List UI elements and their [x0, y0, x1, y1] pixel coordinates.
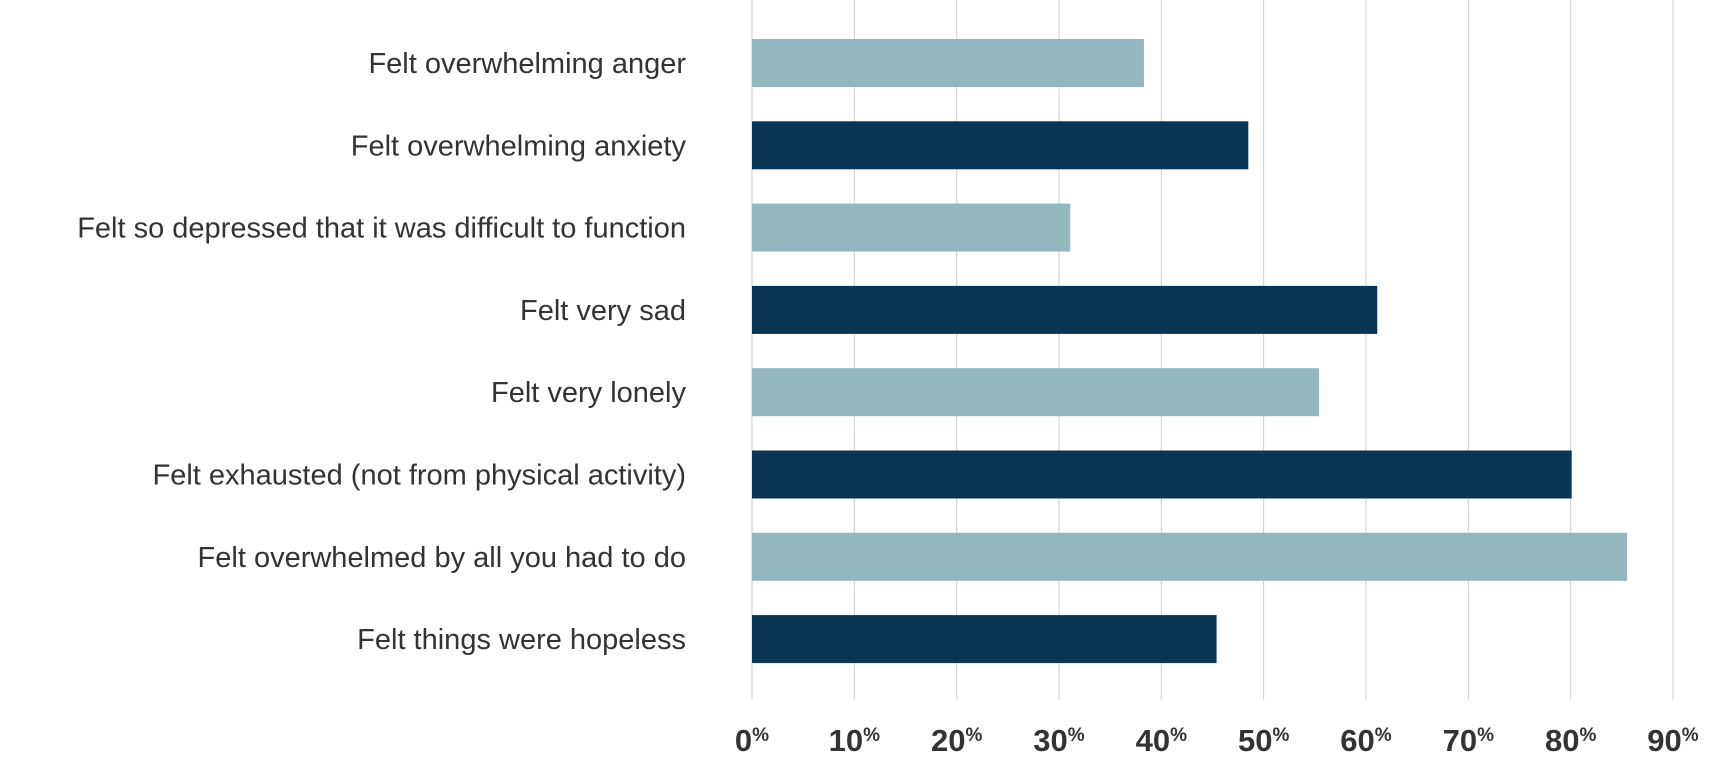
bar-layer [752, 39, 1627, 664]
category-label-7: Felt overwhelmed by all you had to do [198, 542, 686, 574]
x-tick-label-50: 50% [1238, 723, 1289, 754]
x-tick-label-30: 30% [1033, 723, 1084, 754]
bar-5 [752, 368, 1319, 417]
bar-6 [752, 450, 1572, 499]
x-tick-label-40: 40% [1136, 723, 1187, 754]
category-label-1: Felt overwhelming anger [368, 48, 686, 80]
x-tick-label-70: 70% [1443, 723, 1494, 754]
category-labels: Felt overwhelming anger Felt overwhelming… [77, 48, 686, 656]
bar-7 [752, 532, 1627, 581]
bar-3 [752, 203, 1071, 252]
grid-layer [751, 0, 1674, 700]
x-tick-label-60: 60% [1340, 723, 1391, 754]
x-tick-label-90: 90% [1647, 723, 1698, 754]
bar-1 [752, 39, 1144, 87]
category-label-8: Felt things were hopeless [357, 624, 686, 656]
x-tick-label-80: 80% [1545, 723, 1596, 754]
bar-8 [752, 615, 1217, 664]
category-label-2: Felt overwhelming anxiety [351, 130, 687, 162]
x-tick-label-20: 20% [931, 723, 982, 754]
x-tick-label-10: 10% [829, 723, 880, 754]
bar-4 [752, 285, 1378, 334]
category-label-3: Felt so depressed that it was difficult … [77, 213, 686, 245]
bar-2 [752, 121, 1249, 170]
category-label-6: Felt exhausted (not from physical activi… [153, 460, 686, 492]
category-label-4: Felt very sad [520, 295, 686, 327]
x-axis-ticks: 0% 10% 20% 30% 40% 50% 60% 70% 80% 90% [735, 723, 1699, 758]
x-tick-label-0: 0% [735, 723, 769, 754]
category-label-5: Felt very lonely [491, 377, 687, 409]
